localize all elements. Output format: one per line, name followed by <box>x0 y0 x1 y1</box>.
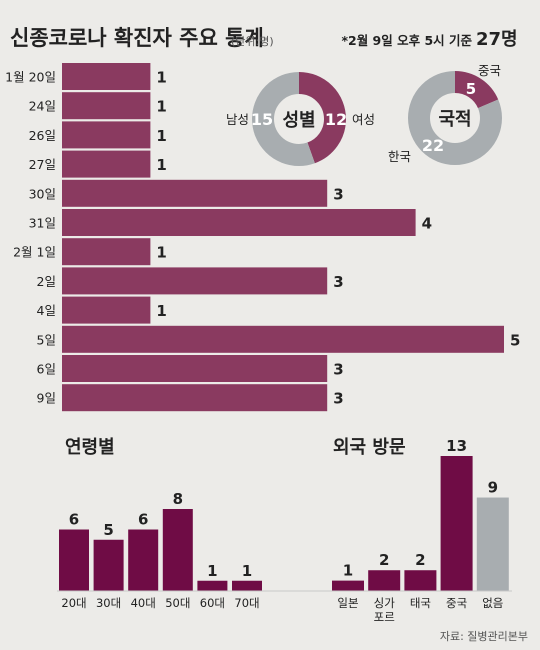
day-tick-label: 4일 <box>37 303 56 318</box>
day-bar <box>62 63 151 90</box>
age-tick-label: 70대 <box>234 596 259 610</box>
visit-tick-label: 중국 <box>446 596 467 610</box>
visit-bar <box>368 570 401 591</box>
age-bar <box>93 539 124 591</box>
day-bar <box>62 267 328 295</box>
age-value-label: 6 <box>69 511 79 529</box>
age-tick-label: 50대 <box>165 596 190 610</box>
day-bar <box>62 325 504 353</box>
male-value-label: 15 <box>251 110 273 129</box>
day-tick-label: 2월 1일 <box>13 245 56 260</box>
source-label: 자료: 질병관리본부 <box>440 630 528 643</box>
day-value-label: 1 <box>156 127 166 145</box>
page-title: 신종코로나 확진자 주요 통계 <box>10 26 264 50</box>
visit-bar <box>404 570 437 591</box>
day-tick-label: 5일 <box>37 332 56 347</box>
visit-chart-title: 외국 방문 <box>333 437 406 458</box>
age-tick-label: 60대 <box>200 596 225 610</box>
day-value-label: 3 <box>333 390 343 408</box>
day-value-label: 5 <box>510 331 520 349</box>
visit-tick-label: 일본 <box>337 596 358 610</box>
visit-tick-label: 싱가 포르 <box>374 596 396 624</box>
day-tick-label: 6일 <box>37 362 56 377</box>
day-value-label: 3 <box>333 185 343 203</box>
visit-value-label: 1 <box>343 562 353 580</box>
day-value-label: 4 <box>422 215 432 233</box>
age-bar <box>128 529 159 591</box>
day-tick-label: 26일 <box>29 128 56 143</box>
unit-label: (단위:명) <box>231 35 274 48</box>
visit-bar <box>332 580 364 591</box>
visit-bar <box>476 497 509 591</box>
visit-value-label: 13 <box>446 437 467 455</box>
china-donut-title: 국적 <box>438 109 471 130</box>
korea-slice <box>408 71 502 165</box>
note-total: 27명 <box>476 29 518 50</box>
day-bar <box>62 121 151 149</box>
day-value-label: 3 <box>333 273 343 291</box>
visit-value-label: 9 <box>488 479 498 497</box>
age-tick-label: 30대 <box>96 596 121 610</box>
day-tick-label: 9일 <box>37 391 56 406</box>
day-tick-label: 1월 20일 <box>5 70 56 85</box>
age-bar <box>232 580 262 591</box>
visit-tick-label: 태국 <box>410 596 431 610</box>
day-tick-label: 31일 <box>29 216 56 231</box>
day-tick-label: 27일 <box>29 157 56 172</box>
age-bar <box>162 509 193 591</box>
age-value-label: 5 <box>103 521 113 539</box>
korea-label: 한국 <box>388 149 411 164</box>
day-bar <box>62 238 151 266</box>
day-bar <box>62 355 328 382</box>
day-bar <box>62 384 328 412</box>
china-label: 중국 <box>478 63 501 78</box>
china-value-label: 5 <box>466 80 476 98</box>
age-value-label: 6 <box>138 511 148 529</box>
day-value-label: 1 <box>156 98 166 116</box>
korea-value-label: 22 <box>422 136 444 155</box>
age-value-label: 8 <box>173 490 183 508</box>
age-tick-label: 20대 <box>61 596 86 610</box>
age-bar <box>59 529 89 591</box>
day-bar <box>62 92 151 120</box>
day-bar <box>62 179 328 207</box>
day-tick-label: 24일 <box>29 99 56 114</box>
male-label: 남성 <box>226 112 249 127</box>
female-value-label: 12 <box>325 110 347 129</box>
male-slice <box>252 72 346 166</box>
day-value-label: 1 <box>156 69 166 87</box>
day-value-label: 1 <box>156 244 166 262</box>
age-bar <box>197 580 228 591</box>
day-value-label: 1 <box>156 302 166 320</box>
day-bar <box>62 150 151 178</box>
visit-value-label: 2 <box>379 551 389 569</box>
day-value-label: 3 <box>333 361 343 379</box>
age-value-label: 1 <box>242 562 252 580</box>
visit-value-label: 2 <box>415 551 425 569</box>
age-value-label: 1 <box>207 562 217 580</box>
day-tick-label: 30일 <box>29 186 56 201</box>
age-chart-title: 연령별 <box>65 437 115 458</box>
day-bar <box>62 209 416 236</box>
visit-tick-label: 없음 <box>482 596 503 610</box>
day-tick-label: 2일 <box>37 274 56 289</box>
female-donut-title: 성별 <box>282 110 315 131</box>
age-tick-label: 40대 <box>131 596 156 610</box>
visit-bar <box>440 456 473 591</box>
day-bar <box>62 296 151 324</box>
note-prefix: *2월 9일 오후 5시 기준 <box>341 33 472 48</box>
day-value-label: 1 <box>156 156 166 174</box>
female-label: 여성 <box>352 112 375 127</box>
